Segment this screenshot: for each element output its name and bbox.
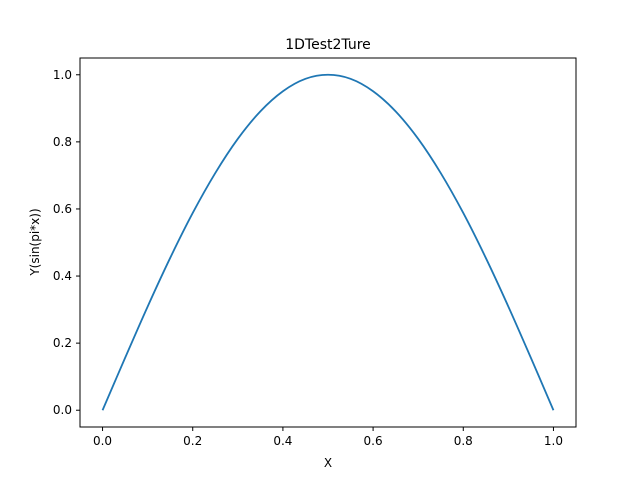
y-tick-label: 0.6 (53, 202, 72, 216)
y-tick-label: 0.8 (53, 135, 72, 149)
series-line-0 (101, 73, 555, 411)
y-axis-label: Y(sin(pi*x)) (28, 208, 42, 276)
x-tick-label: 0.0 (93, 434, 112, 448)
chart-title: 1DTest2Ture (285, 37, 371, 53)
y-tick-label: 0.4 (53, 269, 72, 283)
x-tick-label: 0.8 (454, 434, 473, 448)
y-tick-label: 0.0 (53, 403, 72, 417)
y-axis-ticks: 0.0 0.2 0.4 0.6 0.8 1.0 (53, 68, 80, 417)
x-tick-label: 1.0 (544, 434, 563, 448)
x-tick-label: 0.6 (364, 434, 383, 448)
x-axis-label: X (324, 456, 332, 470)
x-tick-label: 0.4 (273, 434, 292, 448)
y-tick-label: 1.0 (53, 68, 72, 82)
y-tick-label: 0.2 (53, 336, 72, 350)
x-axis-ticks: 0.0 0.2 0.4 0.6 0.8 1.0 (93, 427, 563, 448)
plot-frame (79, 57, 577, 428)
series-layer (101, 73, 555, 411)
x-tick-label: 0.2 (183, 434, 202, 448)
